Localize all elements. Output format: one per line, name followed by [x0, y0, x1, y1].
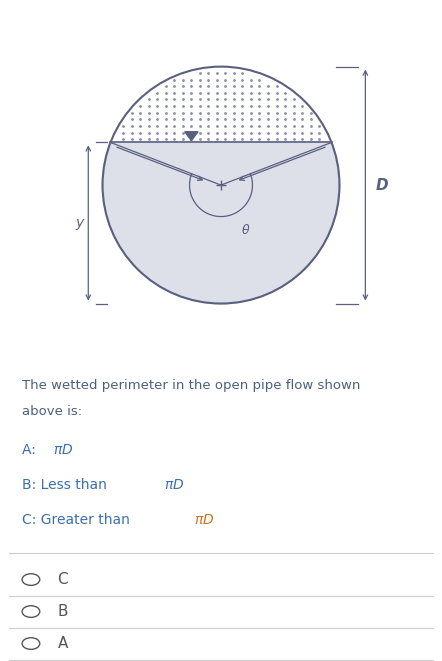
Text: $\pi D$: $\pi D$	[194, 513, 215, 527]
Text: A: A	[57, 636, 68, 651]
Text: $\pi D$: $\pi D$	[164, 478, 184, 492]
Text: D: D	[376, 178, 389, 192]
Text: $\pi D$: $\pi D$	[53, 443, 73, 457]
Text: above is:: above is:	[22, 405, 82, 418]
Text: B: Less than: B: Less than	[22, 478, 111, 492]
Text: C: Greater than: C: Greater than	[22, 513, 134, 527]
Text: The wetted perimeter in the open pipe flow shown: The wetted perimeter in the open pipe fl…	[22, 379, 361, 392]
Text: C: C	[57, 572, 68, 587]
Text: B: B	[57, 604, 68, 619]
Polygon shape	[103, 142, 339, 303]
Polygon shape	[103, 142, 339, 303]
Text: θ: θ	[241, 224, 249, 237]
Polygon shape	[185, 132, 198, 141]
Text: y: y	[75, 216, 83, 230]
Text: A:: A:	[22, 443, 40, 457]
